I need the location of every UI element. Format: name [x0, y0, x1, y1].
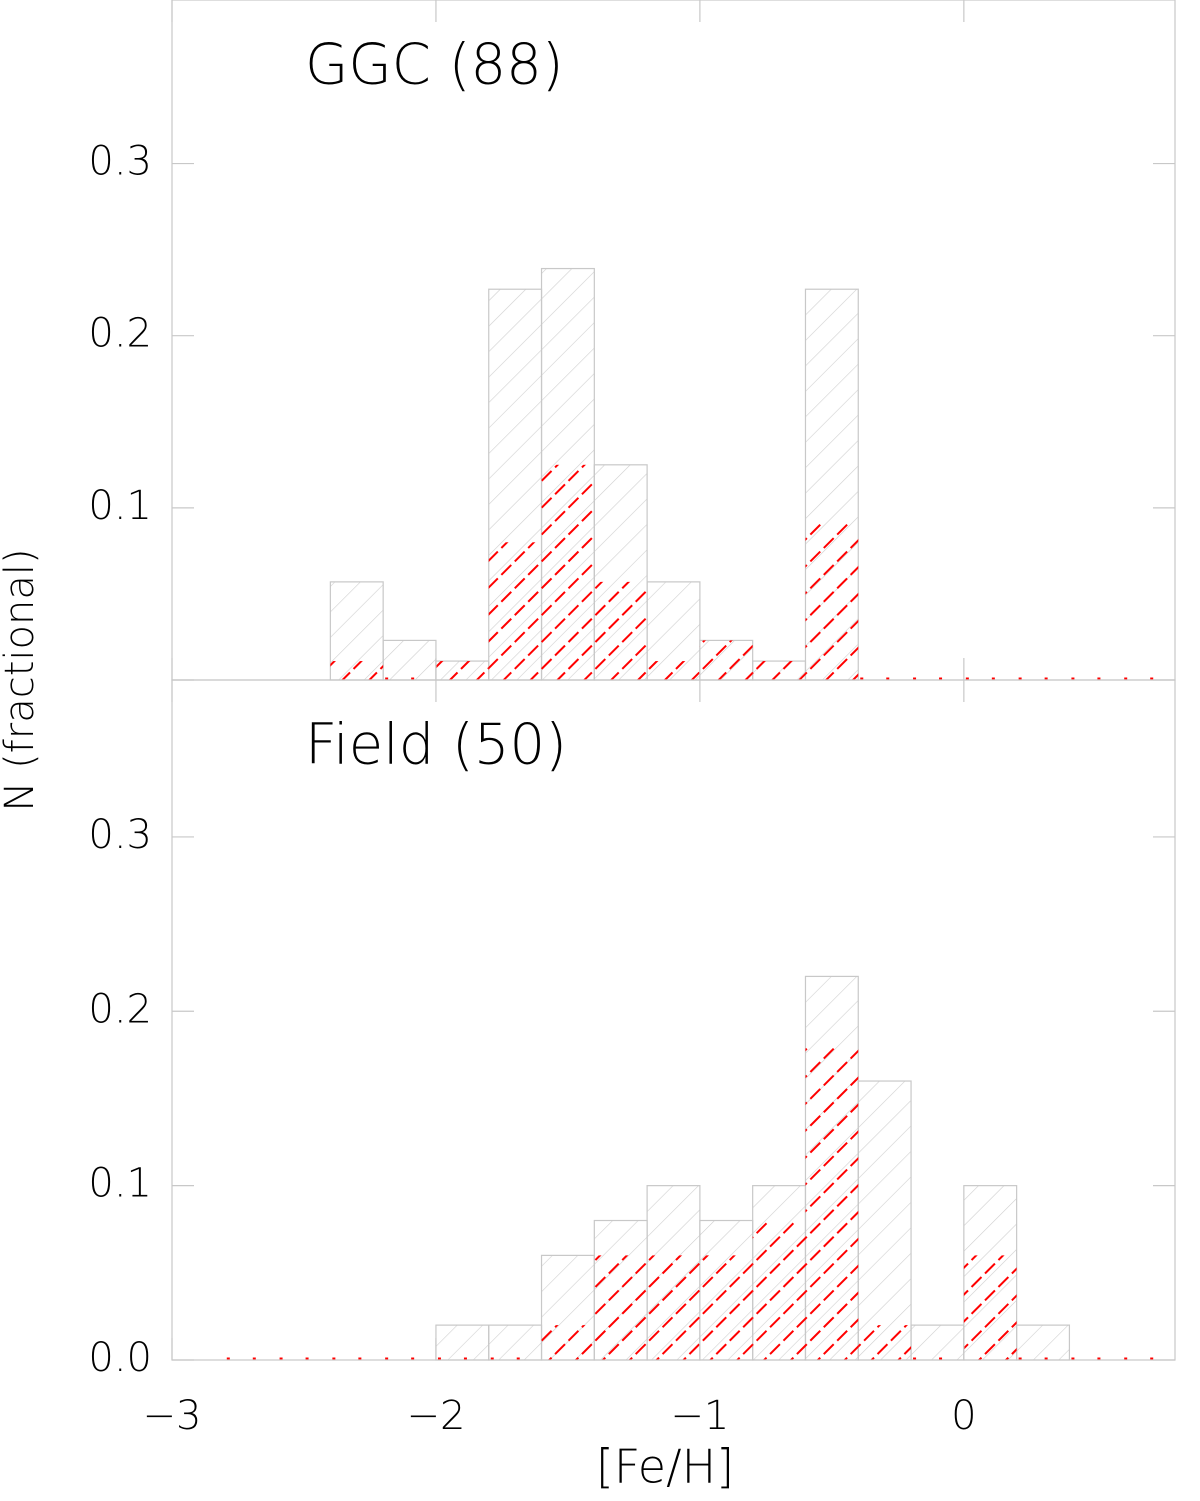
histogram-bar	[435, 661, 489, 680]
x-tick-label: −1	[670, 1393, 729, 1439]
histogram-bar	[488, 542, 542, 680]
histogram-bar	[699, 1255, 753, 1360]
histogram-bar	[858, 1325, 912, 1360]
y-axis-label: N (fractional)	[0, 548, 43, 811]
histogram-bar	[541, 1325, 595, 1360]
histogram-bar	[382, 639, 437, 681]
plot-frame	[171, 679, 1176, 1361]
histogram-bar	[330, 661, 384, 680]
histogram-bar	[910, 1324, 965, 1361]
histogram-bar	[541, 464, 595, 680]
y-tick-label: 0.3	[88, 139, 152, 185]
y-tick-label: 0.2	[88, 986, 152, 1032]
histogram-bar	[857, 1080, 912, 1361]
histogram-bar	[752, 661, 806, 680]
histogram-bar	[805, 1046, 859, 1360]
x-axis-label: [Fe/H]	[596, 1440, 734, 1494]
x-tick-label: −2	[406, 1393, 465, 1439]
y-tick-label: 0.3	[88, 812, 152, 858]
y-tick-label: 0.0	[88, 1335, 152, 1381]
histogram-bar	[1016, 1324, 1071, 1361]
y-tick-label: 0.2	[88, 311, 152, 357]
histogram-bar	[594, 1255, 648, 1360]
y-tick-label: 0.1	[88, 1161, 152, 1207]
histogram-bar	[752, 1220, 806, 1360]
y-tick-label: 0.1	[88, 483, 152, 529]
histogram-bar	[699, 640, 753, 680]
histogram-bar	[647, 1255, 700, 1360]
histogram-bar	[805, 523, 859, 680]
histogram-bar	[594, 581, 648, 680]
plot-frame	[171, 0, 1176, 681]
histogram-bar	[647, 661, 700, 680]
panel-title: GGC (88)	[305, 32, 564, 97]
histogram-bar	[435, 1324, 490, 1361]
panel-title: Field (50)	[305, 712, 567, 777]
histogram-bar	[488, 1324, 543, 1361]
x-tick-label: 0	[951, 1393, 976, 1439]
x-tick-label: −3	[143, 1393, 202, 1439]
histogram-bar	[963, 1255, 1017, 1360]
